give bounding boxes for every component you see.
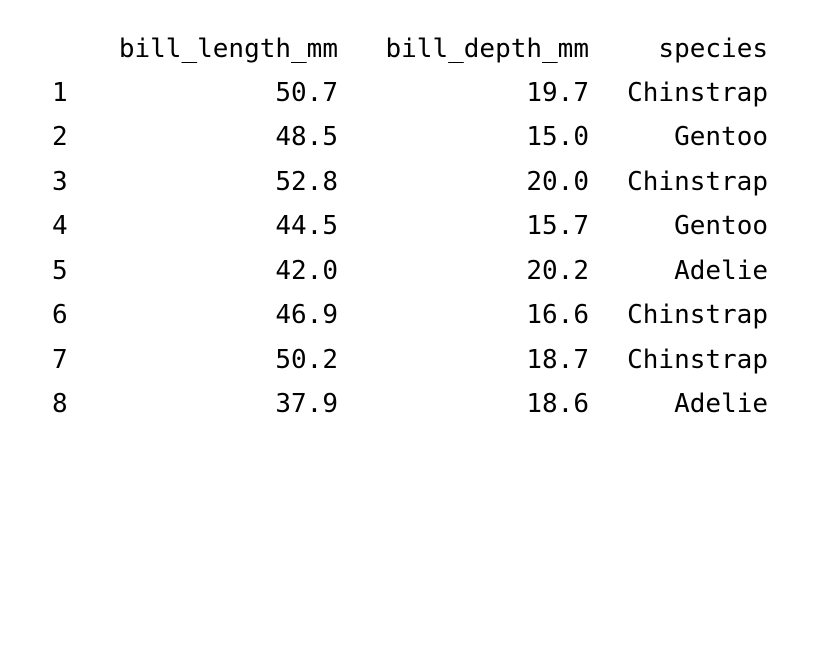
cell-bill-depth: 18.7 xyxy=(526,345,589,375)
cell-bill-length: 50.7 xyxy=(275,78,338,108)
table-row: 3 52.8 20.0 Chinstrap xyxy=(0,160,834,204)
cell-species: Gentoo xyxy=(674,211,768,241)
cell-bill-depth: 20.2 xyxy=(526,256,589,286)
cell-bill-depth: 15.0 xyxy=(526,122,589,152)
row-index: 5 xyxy=(52,256,68,286)
cell-species: Adelie xyxy=(674,389,768,419)
cell-bill-depth: 15.7 xyxy=(526,211,589,241)
table-row: 6 46.9 16.6 Chinstrap xyxy=(0,293,834,337)
table-row: 2 48.5 15.0 Gentoo xyxy=(0,115,834,159)
cell-species: Chinstrap xyxy=(627,345,768,375)
table-row: 4 44.5 15.7 Gentoo xyxy=(0,204,834,248)
table-row: 8 37.9 18.6 Adelie xyxy=(0,382,834,426)
cell-bill-length: 46.9 xyxy=(275,300,338,330)
cell-bill-length: 48.5 xyxy=(275,122,338,152)
cell-bill-depth: 19.7 xyxy=(526,78,589,108)
row-index: 8 xyxy=(52,389,68,419)
table-row: 7 50.2 18.7 Chinstrap xyxy=(0,338,834,382)
table-row: 5 42.0 20.2 Adelie xyxy=(0,249,834,293)
column-header-species: species xyxy=(658,34,768,64)
row-index: 3 xyxy=(52,167,68,197)
row-index: 6 xyxy=(52,300,68,330)
column-header-bill-depth: bill_depth_mm xyxy=(385,34,590,64)
cell-species: Chinstrap xyxy=(627,300,768,330)
row-index: 4 xyxy=(52,211,68,241)
row-index: 1 xyxy=(52,78,68,108)
cell-bill-length: 50.2 xyxy=(275,345,338,375)
cell-species: Adelie xyxy=(674,256,768,286)
cell-bill-depth: 16.6 xyxy=(526,300,589,330)
cell-species: Gentoo xyxy=(674,122,768,152)
cell-bill-depth: 20.0 xyxy=(526,167,589,197)
table-header: bill_length_mm bill_depth_mm species xyxy=(0,27,834,71)
cell-bill-length: 42.0 xyxy=(275,256,338,286)
cell-bill-length: 44.5 xyxy=(275,211,338,241)
row-index: 2 xyxy=(52,122,68,152)
column-header-bill-length: bill_length_mm xyxy=(118,34,338,64)
cell-species: Chinstrap xyxy=(627,78,768,108)
cell-species: Chinstrap xyxy=(627,167,768,197)
cell-bill-depth: 18.6 xyxy=(526,389,589,419)
cell-bill-length: 37.9 xyxy=(275,389,338,419)
table-row: 1 50.7 19.7 Chinstrap xyxy=(0,71,834,115)
row-index: 7 xyxy=(52,345,68,375)
cell-bill-length: 52.8 xyxy=(275,167,338,197)
